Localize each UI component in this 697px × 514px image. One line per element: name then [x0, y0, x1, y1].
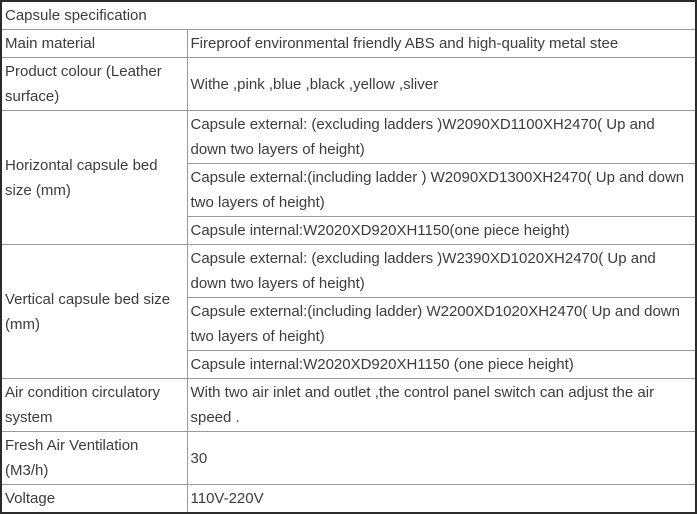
spec-label-main-material: Main material	[0, 29, 188, 58]
table-row: Voltage 110V-220V	[0, 484, 697, 514]
spec-value-product-colour: Withe ,pink ,blue ,black ,yellow ,sliver	[186, 57, 697, 111]
table-row: Horizontal capsule bed size (mm) Capsule…	[0, 110, 697, 245]
spec-value-voltage: 110V-220V	[186, 484, 697, 514]
spec-label-air-condition: Air condition circulatory system	[0, 378, 188, 432]
table-row: Capsule external:(including ladder) W220…	[1, 297, 697, 351]
table-row: Air condition circulatory system With tw…	[0, 378, 697, 432]
spec-value-horizontal-external-including: Capsule external:(including ladder ) W20…	[186, 163, 697, 217]
spec-value-vertical-internal: Capsule internal:W2020XD920XH1150 (one p…	[186, 350, 697, 379]
spec-label-product-colour: Product colour (Leather surface)	[0, 57, 188, 111]
table-header-row: Capsule specification	[0, 0, 697, 30]
spec-value-vertical-external-excluding: Capsule external: (excluding ladders )W2…	[186, 244, 697, 298]
table-title: Capsule specification	[0, 0, 697, 30]
spec-value-fresh-air-ventilation: 30	[186, 431, 697, 485]
table-row: Fresh Air Ventilation (M3/h) 30	[0, 431, 697, 485]
table-row: Capsule internal:W2020XD920XH1150 (one p…	[1, 350, 697, 379]
table-row: Vertical capsule bed size (mm) Capsule e…	[0, 244, 697, 379]
spec-value-air-condition: With two air inlet and outlet ,the contr…	[186, 378, 697, 432]
spec-label-fresh-air-ventilation: Fresh Air Ventilation (M3/h)	[0, 431, 188, 485]
table-row: Main material Fireproof environmental fr…	[0, 29, 697, 58]
spec-value-main-material: Fireproof environmental friendly ABS and…	[186, 29, 697, 58]
spec-value-horizontal-external-excluding: Capsule external: (excluding ladders )W2…	[186, 110, 697, 164]
spec-label-voltage: Voltage	[0, 484, 188, 514]
spec-label-horizontal-bed-size: Horizontal capsule bed size (mm)	[0, 110, 188, 245]
table-row: Product colour (Leather surface) Withe ,…	[0, 57, 697, 111]
table-row: Capsule external:(including ladder ) W20…	[1, 163, 697, 217]
spec-value-vertical-external-including: Capsule external:(including ladder) W220…	[186, 297, 697, 351]
spec-label-vertical-bed-size: Vertical capsule bed size (mm)	[0, 244, 188, 379]
spec-value-horizontal-internal: Capsule internal:W2020XD920XH1150(one pi…	[186, 216, 697, 245]
table-row: Capsule internal:W2020XD920XH1150(one pi…	[1, 216, 697, 245]
